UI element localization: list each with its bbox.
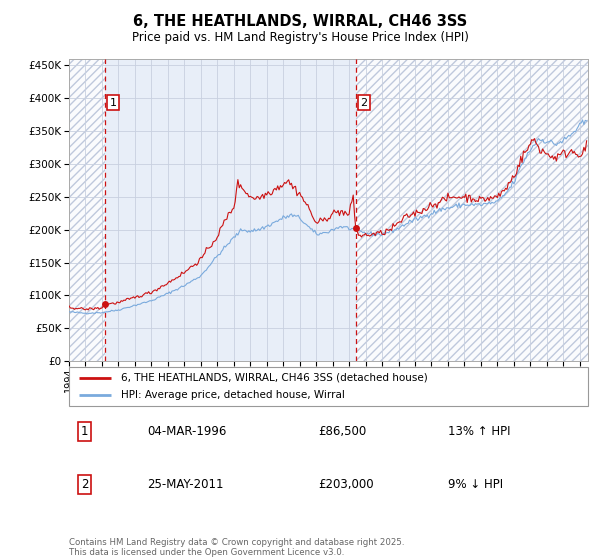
Bar xyxy=(356,59,588,361)
Text: 2: 2 xyxy=(361,97,368,108)
Text: Price paid vs. HM Land Registry's House Price Index (HPI): Price paid vs. HM Land Registry's House … xyxy=(131,31,469,44)
Text: 13% ↑ HPI: 13% ↑ HPI xyxy=(448,426,511,438)
Bar xyxy=(69,59,105,361)
Text: 6, THE HEATHLANDS, WIRRAL, CH46 3SS: 6, THE HEATHLANDS, WIRRAL, CH46 3SS xyxy=(133,14,467,29)
Text: 1: 1 xyxy=(81,426,88,438)
Text: 2: 2 xyxy=(81,478,88,491)
Text: 25-MAY-2011: 25-MAY-2011 xyxy=(147,478,223,491)
Text: 6, THE HEATHLANDS, WIRRAL, CH46 3SS (detached house): 6, THE HEATHLANDS, WIRRAL, CH46 3SS (det… xyxy=(121,373,428,383)
FancyBboxPatch shape xyxy=(69,367,588,406)
Text: HPI: Average price, detached house, Wirral: HPI: Average price, detached house, Wirr… xyxy=(121,390,345,400)
Text: 1: 1 xyxy=(110,97,116,108)
Text: 04-MAR-1996: 04-MAR-1996 xyxy=(147,426,226,438)
Text: £86,500: £86,500 xyxy=(318,426,367,438)
Text: £203,000: £203,000 xyxy=(318,478,374,491)
Text: Contains HM Land Registry data © Crown copyright and database right 2025.
This d: Contains HM Land Registry data © Crown c… xyxy=(69,538,404,557)
Text: 9% ↓ HPI: 9% ↓ HPI xyxy=(448,478,503,491)
